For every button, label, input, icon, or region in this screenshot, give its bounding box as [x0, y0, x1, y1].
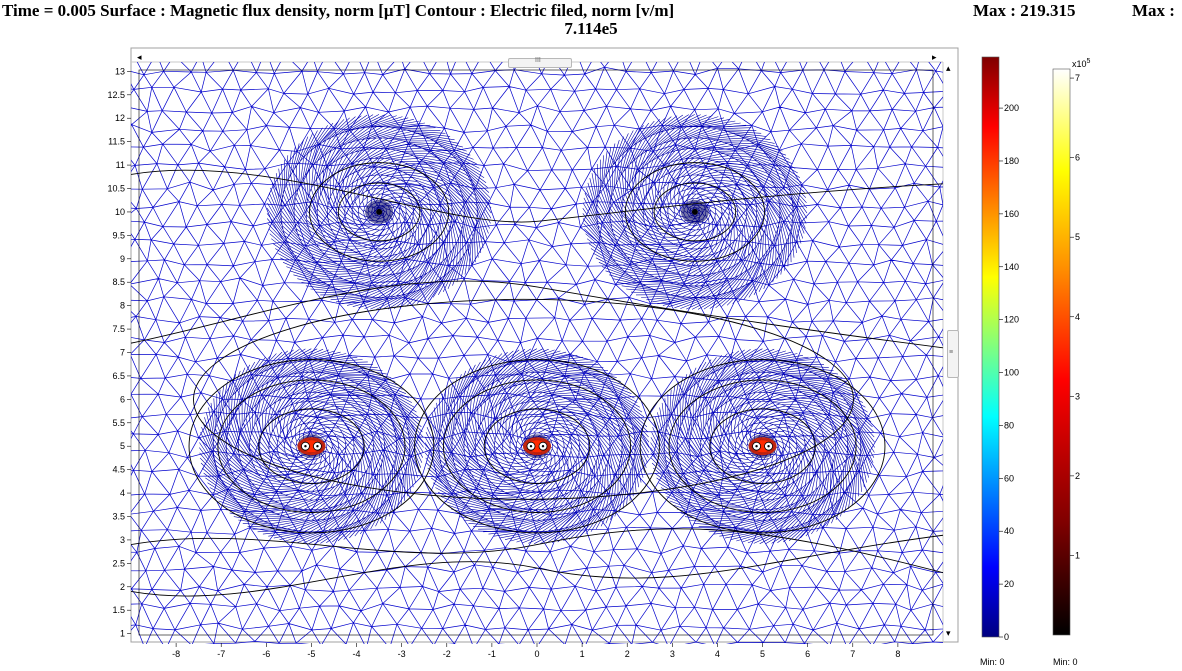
contour-layer: [131, 69, 943, 636]
surface-colorbar-tick: 180: [1004, 156, 1019, 166]
conductor-center: [529, 445, 533, 448]
y-tick-label: 3.5: [112, 511, 125, 521]
x-tick-label: 6: [805, 649, 810, 659]
x-tick-label: -2: [443, 649, 451, 659]
contour-colorbar: [1052, 68, 1071, 636]
x-tick-label: -4: [353, 649, 361, 659]
surface-colorbar-tick: 40: [1004, 526, 1014, 536]
max-contour-value: 7.114e5: [564, 19, 618, 38]
y-tick-label: 2.5: [112, 558, 125, 568]
contour-colorbar-tick: 7: [1075, 73, 1080, 83]
surface-colorbar-tick: 120: [1004, 315, 1019, 325]
scroll-right-arrow-icon[interactable]: ▸: [932, 52, 937, 62]
y-tick-label: 9: [120, 254, 125, 264]
conductor-center: [316, 445, 319, 448]
y-tick-label: 8: [120, 301, 125, 311]
hotspot-layer: [297, 208, 777, 456]
contour-colorbar-tick: 5: [1075, 232, 1080, 242]
contour-colorbar-tick: 2: [1075, 471, 1080, 481]
x-tick-label: 7: [850, 649, 855, 659]
scroll-up-arrow-icon[interactable]: ▴: [946, 63, 951, 73]
x-axis: -8 -7 -6 -5 -4 -3 -2 -1 0 1 2 3 4 5 6 7 8: [172, 643, 900, 659]
contour-exponent-label: x105: [1072, 58, 1091, 69]
contour-min-label: Min: 0: [1053, 657, 1078, 667]
contour-colorbar-tick: 3: [1075, 391, 1080, 401]
y-tick-label: 5: [120, 441, 125, 451]
x-tick-label: -6: [262, 649, 270, 659]
surface-colorbar-tick: 200: [1004, 103, 1019, 113]
surface-colorbar-tick: 80: [1004, 420, 1014, 430]
x-tick-label: -1: [488, 649, 496, 659]
y-tick-label: 1: [120, 629, 125, 639]
y-tick-label: 11.5: [108, 137, 125, 147]
y-tick-label: 6.5: [112, 371, 125, 381]
plot-title-main: Time = 0.005 Surface : Magnetic flux den…: [2, 1, 675, 20]
x-tick-label: -3: [398, 649, 406, 659]
x-tick-label: 2: [625, 649, 630, 659]
contour-colorbar-tick: 1: [1075, 550, 1080, 560]
contour-colorbar-tick: 6: [1075, 153, 1080, 163]
surface-colorbar-tick: 20: [1004, 579, 1014, 589]
max-surface-label: Max : 219.315: [973, 1, 1076, 20]
surface-colorbar-tick: 100: [1004, 368, 1019, 378]
y-tick-label: 5.5: [112, 418, 125, 428]
v-scroll-thumb[interactable]: ≡: [947, 330, 959, 378]
y-tick-label: 7.5: [112, 324, 125, 334]
max-contour-label: Max :: [1132, 1, 1175, 20]
y-tick-label: 9.5: [112, 230, 125, 240]
y-tick-label: 12.5: [107, 90, 125, 100]
conductor-marker: [691, 208, 698, 215]
surface-colorbar-tick: 160: [1004, 209, 1019, 219]
h-scroll-thumb[interactable]: III: [508, 57, 572, 68]
surface-colorbar-tick: 60: [1004, 473, 1014, 483]
scroll-down-arrow-icon[interactable]: ▾: [946, 628, 951, 638]
contour-colorbar-tick: 4: [1075, 312, 1080, 322]
scroll-left-arrow-icon[interactable]: ◂: [137, 52, 142, 62]
x-tick-label: -5: [307, 649, 315, 659]
x-tick-label: 4: [715, 649, 720, 659]
y-tick-label: 10.5: [107, 184, 125, 194]
y-tick-label: 8.5: [112, 277, 125, 287]
y-tick-label: 6: [120, 394, 125, 404]
x-tick-label: -7: [217, 649, 225, 659]
conductor-center: [767, 445, 770, 448]
surface-colorbar-tick: 140: [1004, 262, 1019, 272]
x-tick-label: 1: [580, 649, 585, 659]
y-tick-label: 3: [120, 535, 125, 545]
y-tick-label: 4: [120, 488, 125, 498]
conductor-center: [755, 445, 758, 448]
surface-colorbar: [981, 56, 1000, 638]
x-tick-label: 3: [670, 649, 675, 659]
y-tick-label: 13: [115, 66, 125, 76]
x-tick-label: -8: [172, 649, 180, 659]
x-tick-label: 0: [534, 649, 539, 659]
y-axis: 1312.51211.51110.5109.598.587.576.565.55…: [107, 66, 131, 639]
y-tick-label: 10: [115, 207, 125, 217]
y-tick-label: 7: [120, 348, 125, 358]
conductor-marker: [376, 208, 383, 215]
plot-title: Time = 0.005 Surface : Magnetic flux den…: [0, 0, 1182, 20]
surface-min-label: Min: 0: [980, 657, 1005, 667]
y-tick-label: 12: [115, 113, 125, 123]
y-tick-label: 1.5: [112, 605, 125, 615]
conductor-center: [304, 445, 307, 448]
x-tick-label: 8: [895, 649, 900, 659]
contour-colorbar-ticks: 7 6 5 4 3 2 1: [1070, 73, 1080, 560]
y-tick-label: 11: [116, 160, 125, 170]
x-tick-label: 5: [760, 649, 765, 659]
y-tick-label: 2: [120, 582, 125, 592]
y-tick-label: 4.5: [112, 465, 125, 475]
conductor-center: [541, 445, 545, 448]
surface-colorbar-tick: 0: [1004, 632, 1009, 642]
